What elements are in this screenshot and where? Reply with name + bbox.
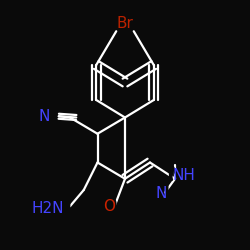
Text: N: N [156,186,167,201]
Text: H2N: H2N [23,199,72,219]
Text: N: N [152,184,170,204]
Text: H2N: H2N [31,201,64,216]
Text: Br: Br [116,16,134,31]
Text: N: N [35,106,52,126]
Text: Br: Br [112,14,138,34]
Text: NH: NH [172,168,195,182]
Text: O: O [103,199,115,214]
Text: NH: NH [166,165,201,185]
Text: O: O [100,196,117,216]
Text: N: N [38,109,50,124]
